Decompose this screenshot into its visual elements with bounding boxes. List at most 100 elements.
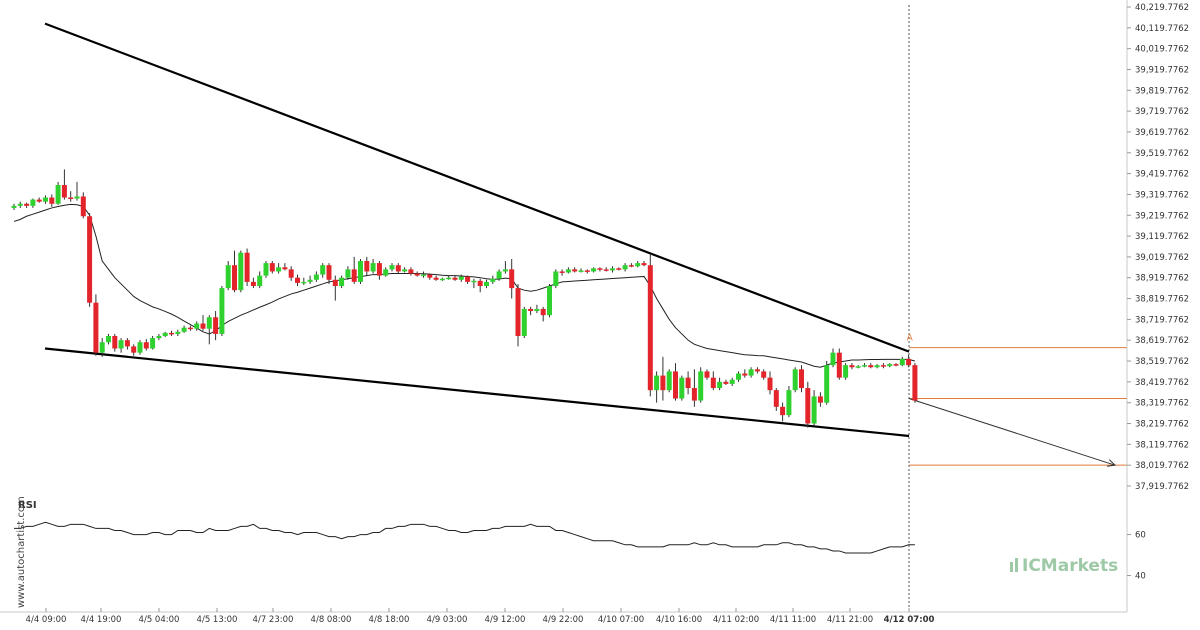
candle-up: [339, 277, 345, 287]
time-tick-label: 4/8 18:00: [369, 615, 410, 625]
candle-up: [206, 317, 212, 329]
time-tick-label: 4/7 23:00: [253, 615, 294, 625]
candle-up: [748, 369, 754, 376]
logo-bar-1: [1010, 562, 1013, 572]
candle-up: [490, 278, 496, 282]
price-tick-label: 38,219.7762: [1135, 420, 1189, 430]
rsi-panel: [14, 521, 915, 554]
candle-up: [370, 263, 376, 272]
candle-up: [345, 269, 351, 278]
projection-arrowhead: [1107, 459, 1117, 467]
candle-down: [761, 371, 767, 378]
candle-down: [880, 365, 886, 367]
candle-up: [276, 267, 282, 272]
candle-down: [68, 197, 74, 200]
candle-up: [257, 275, 263, 287]
candle-down: [465, 276, 471, 282]
time-tick-label: 4/12 07:00: [884, 615, 935, 625]
candle-up: [17, 203, 23, 206]
candle-down: [723, 381, 729, 384]
candle-down: [295, 277, 300, 283]
time-tick-label: 4/5 04:00: [139, 615, 180, 625]
price-tick-label: 37,919.7762: [1135, 482, 1189, 492]
candle-down: [710, 377, 716, 389]
candle-up: [547, 286, 552, 316]
price-tick-label: 40,119.7762: [1135, 24, 1189, 34]
candle-down: [244, 252, 250, 282]
candle-down: [704, 371, 710, 378]
candle-down: [515, 288, 521, 337]
candle-down: [232, 265, 237, 291]
candle-down: [893, 364, 899, 366]
candle-up: [736, 373, 741, 380]
rsi-tick-label: 40: [1135, 572, 1146, 582]
brand-logo: ICMarkets: [1010, 556, 1118, 576]
candle-down: [187, 327, 193, 330]
price-tick-label: 39,419.7762: [1135, 170, 1189, 180]
candle-up: [679, 377, 685, 399]
time-tick-label: 4/10 16:00: [656, 615, 702, 625]
candle-down: [24, 203, 30, 206]
candle-up: [263, 263, 269, 276]
candle-up: [175, 331, 181, 334]
price-tick-label: 38,919.7762: [1135, 274, 1189, 284]
candlesticks: [11, 169, 918, 428]
price-tick-label: 39,519.7762: [1135, 149, 1189, 159]
candle-down: [61, 185, 67, 198]
candle-down: [628, 265, 634, 267]
candle-down: [673, 371, 678, 399]
candle-down: [603, 269, 609, 271]
wedge-lower-line: [44, 347, 910, 438]
candle-down: [250, 281, 256, 287]
candle-up: [824, 365, 830, 403]
price-tick-label: 38,719.7762: [1135, 315, 1189, 325]
candle-down: [559, 271, 565, 273]
candle-up: [156, 336, 162, 339]
candle-down: [836, 352, 842, 378]
price-tick-label: 39,219.7762: [1135, 211, 1189, 221]
candle-down: [351, 269, 357, 282]
candle-down: [87, 216, 93, 303]
price-tick-label: 38,019.7762: [1135, 461, 1189, 471]
candle-down: [660, 375, 666, 391]
moving-average: [13, 203, 916, 368]
candle-up: [666, 371, 672, 391]
candle-up: [137, 342, 143, 353]
candle-up: [521, 308, 527, 337]
candle-up: [313, 274, 319, 280]
candle-down: [93, 302, 99, 353]
candle-up: [717, 381, 723, 389]
candle-up: [654, 375, 660, 391]
price-tick-label: 40,019.7762: [1135, 45, 1189, 55]
candle-up: [30, 199, 36, 206]
price-tick-label: 38,119.7762: [1135, 440, 1189, 450]
moving-average-line: [13, 203, 916, 368]
candle-up: [622, 265, 628, 270]
price-tick-label: 39,319.7762: [1135, 190, 1189, 200]
price-tick-label: 39,719.7762: [1135, 107, 1189, 117]
candle-up: [698, 371, 704, 401]
candle-down: [805, 388, 811, 424]
time-tick-label: 4/11 11:00: [770, 615, 816, 625]
candle-up: [301, 281, 307, 284]
candle-down: [477, 280, 483, 287]
candle-down: [868, 365, 874, 368]
candle-down: [112, 336, 118, 349]
candle-up: [792, 369, 798, 391]
brand-name: ICMarkets: [1022, 556, 1118, 576]
candle-up: [843, 365, 849, 378]
candle-up: [502, 269, 508, 272]
candle-down: [452, 277, 458, 280]
candle-down: [817, 396, 823, 403]
candle-down: [332, 279, 338, 287]
candle-up: [307, 279, 313, 282]
time-tick-label: 4/11 02:00: [713, 615, 759, 625]
candle-up: [55, 185, 61, 204]
candle-up: [238, 252, 244, 291]
candle-down: [433, 277, 439, 280]
rsi-tick-label: 60: [1135, 531, 1146, 541]
candle-up: [106, 336, 111, 343]
candle-up: [383, 269, 389, 276]
candle-up: [446, 277, 452, 280]
candle-down: [780, 406, 786, 416]
